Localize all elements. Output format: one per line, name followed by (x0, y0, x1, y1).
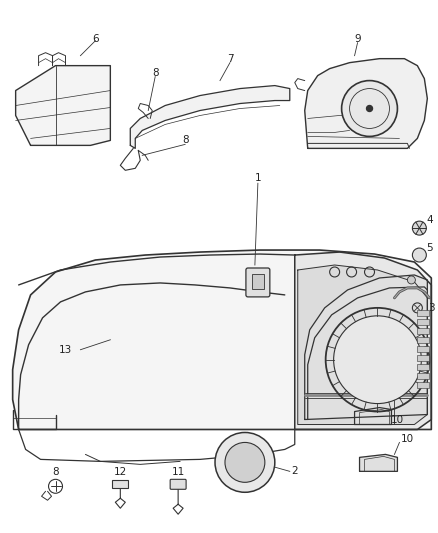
Polygon shape (305, 275, 427, 419)
Text: 12: 12 (114, 467, 127, 478)
Polygon shape (13, 250, 431, 430)
Circle shape (413, 248, 426, 262)
FancyBboxPatch shape (417, 382, 429, 387)
Polygon shape (16, 66, 110, 146)
Text: 10: 10 (401, 434, 414, 445)
Text: 1: 1 (254, 173, 261, 183)
Text: 8: 8 (52, 467, 59, 478)
Text: 3: 3 (428, 303, 434, 313)
Circle shape (342, 80, 397, 136)
Text: 2: 2 (291, 466, 298, 477)
Text: 11: 11 (172, 467, 185, 478)
Text: 5: 5 (426, 243, 433, 253)
FancyBboxPatch shape (112, 480, 128, 488)
FancyBboxPatch shape (252, 274, 264, 289)
FancyBboxPatch shape (417, 346, 429, 352)
Text: 8: 8 (152, 68, 159, 78)
FancyBboxPatch shape (417, 337, 429, 343)
Polygon shape (360, 455, 397, 471)
FancyBboxPatch shape (417, 355, 429, 361)
Polygon shape (130, 86, 290, 148)
FancyBboxPatch shape (417, 373, 429, 378)
Text: 7: 7 (226, 54, 233, 63)
Text: 13: 13 (59, 345, 72, 355)
Circle shape (215, 432, 275, 492)
Circle shape (407, 276, 415, 284)
Text: 9: 9 (354, 34, 361, 44)
FancyBboxPatch shape (417, 310, 429, 316)
FancyBboxPatch shape (246, 268, 270, 297)
Text: 4: 4 (426, 215, 433, 225)
FancyBboxPatch shape (417, 364, 429, 370)
Text: 10: 10 (391, 415, 404, 424)
Circle shape (367, 106, 372, 111)
Polygon shape (298, 265, 427, 424)
Polygon shape (295, 252, 431, 430)
Circle shape (334, 316, 421, 403)
Circle shape (413, 221, 426, 235)
FancyBboxPatch shape (170, 479, 186, 489)
Polygon shape (305, 59, 427, 148)
Polygon shape (355, 408, 392, 424)
Circle shape (225, 442, 265, 482)
FancyBboxPatch shape (417, 319, 429, 325)
FancyBboxPatch shape (417, 328, 429, 334)
Text: 6: 6 (92, 34, 99, 44)
Text: 8: 8 (182, 135, 188, 146)
